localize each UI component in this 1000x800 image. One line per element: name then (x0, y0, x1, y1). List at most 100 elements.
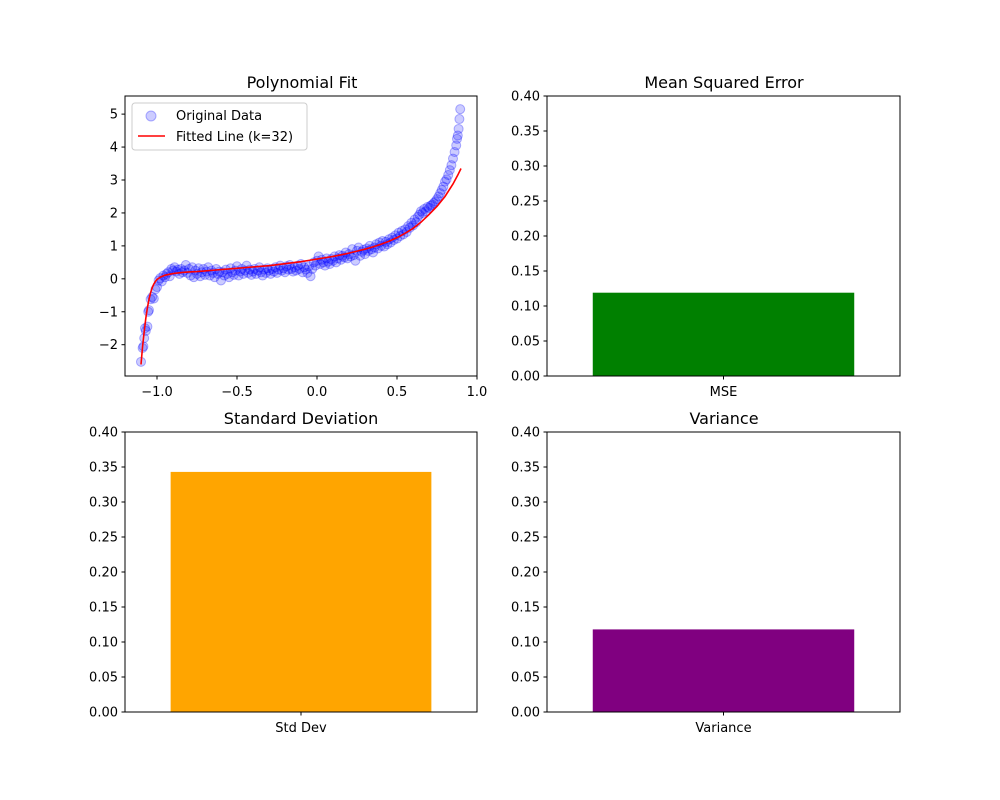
scatter-point (446, 160, 457, 171)
polynomial-fit-y-ticks: −2 −1 0 1 2 3 4 5 (99, 108, 125, 353)
scatter-point (427, 199, 438, 210)
scatter-point (406, 217, 417, 228)
scatter-point (435, 188, 446, 199)
mse-title: Mean Squared Error (644, 73, 804, 92)
scatter-point (286, 263, 297, 274)
scatter-point (428, 198, 439, 209)
scatter-point (350, 255, 361, 266)
y-tick-label: 0.40 (511, 426, 540, 441)
polynomial-fit-plot-area (136, 104, 466, 367)
scatter-point (243, 267, 254, 278)
scatter-point (180, 259, 191, 270)
polynomial-fit-legend: Original Data Fitted Line (k=32) (131, 102, 308, 151)
legend-box (131, 102, 308, 151)
scatter-point (414, 209, 425, 220)
variance-plot-area (592, 629, 855, 712)
std-dev-panel: Standard Deviation Std Dev 0.000.050.100… (89, 409, 478, 736)
x-tick-label: Std Dev (275, 721, 327, 736)
scatter-point (268, 266, 279, 277)
y-tick-label: 1 (110, 239, 118, 254)
scatter-point (272, 267, 282, 278)
scatter-point (451, 140, 462, 151)
scatter-point (276, 265, 287, 276)
scatter-point (355, 250, 366, 261)
scatter-point (233, 270, 244, 281)
y-tick-label: 0.30 (511, 160, 540, 175)
y-tick-label: 0.40 (511, 90, 540, 105)
scatter-point (238, 268, 249, 279)
scatter-point (315, 259, 326, 269)
polynomial-fit-x-ticks: −1.0 −0.5 0.0 0.5 1.0 (141, 376, 487, 400)
mse-panel: Mean Squared Error MSE 0.000.050.100.150… (511, 73, 901, 400)
y-tick-label: 0.00 (511, 370, 540, 385)
y-tick-label: 0.20 (89, 566, 118, 581)
y-tick-label: 0.40 (89, 426, 118, 441)
y-tick-label: 0.10 (511, 300, 540, 315)
y-tick-label: 0.20 (511, 566, 540, 581)
variance-panel: Variance Variance 0.000.050.100.150.200.… (511, 409, 901, 736)
scatter-point (265, 268, 276, 279)
scatter-point (331, 257, 342, 268)
scatter-point (320, 260, 330, 271)
y-tick-label: 0.10 (511, 636, 540, 651)
scatter-point (454, 114, 465, 125)
scatter-point (235, 266, 246, 277)
scatter-point (203, 262, 214, 273)
polynomial-fit-axes-frame (124, 95, 478, 377)
std-dev-x-ticks: Std Dev (275, 712, 327, 736)
scatter-point (310, 260, 321, 271)
x-tick-label: 0.0 (307, 385, 328, 400)
scatter-point (368, 247, 378, 258)
scatter-point (412, 211, 423, 222)
scatter-point (302, 267, 313, 278)
scatter-point (443, 170, 454, 181)
y-tick-label: 0.35 (511, 461, 540, 476)
scatter-point (259, 264, 270, 275)
std-dev-title: Standard Deviation (224, 409, 378, 428)
polynomial-fit-panel: Polynomial Fit −1.0 −0.5 0.0 0.5 1.0 −2 −1 0 1 2… (99, 73, 488, 400)
y-tick-label: 0 (110, 272, 118, 287)
scatter-point (224, 272, 234, 283)
scatter-point (441, 174, 452, 185)
scatter-point (299, 262, 310, 273)
scatter-point (216, 275, 226, 286)
scatter-point (246, 269, 257, 280)
y-tick-label: 0.00 (511, 706, 540, 721)
y-tick-label: 0.05 (511, 335, 540, 350)
scatter-point (436, 184, 447, 195)
scatter-point (430, 196, 441, 207)
y-tick-label: 0.25 (511, 531, 540, 546)
scatter-point (251, 268, 262, 279)
scatter-point (227, 267, 238, 278)
y-tick-label: 2 (110, 206, 118, 221)
y-tick-label: 0.20 (511, 230, 540, 245)
std-dev-y-ticks: 0.00 0.05 0.10 0.15 0.20 0.25 0.30 0.35 0.40 (89, 426, 125, 721)
scatter-point (305, 271, 316, 282)
variance-x-ticks: Variance (695, 712, 752, 736)
scatter-point (169, 262, 180, 273)
scatter-point (219, 270, 230, 281)
scatter-point (455, 104, 466, 115)
x-tick-label: MSE (710, 385, 738, 400)
scatter-point (444, 165, 455, 176)
scatter-point (297, 267, 308, 278)
scatter-point (417, 207, 428, 218)
scatter-point (228, 269, 239, 280)
scatter-point (288, 266, 298, 277)
y-tick-label: 0.15 (89, 601, 118, 616)
y-tick-label: 0.15 (511, 601, 540, 616)
legend-entry-fitted-line: Fitted Line (k=32) (176, 130, 293, 145)
scatter-point (260, 267, 271, 278)
std-dev-plot-area (170, 471, 432, 712)
variance-title: Variance (689, 409, 758, 428)
bar-std-dev (170, 471, 432, 712)
scatter-point (283, 264, 294, 275)
y-tick-label: 0.35 (89, 461, 118, 476)
scatter-point (440, 176, 450, 187)
legend-scatter-marker-icon (145, 110, 157, 122)
scatter-point (409, 214, 420, 225)
scatter-point (432, 194, 442, 205)
y-tick-label: 0.25 (511, 195, 540, 210)
scatter-point (324, 259, 335, 269)
